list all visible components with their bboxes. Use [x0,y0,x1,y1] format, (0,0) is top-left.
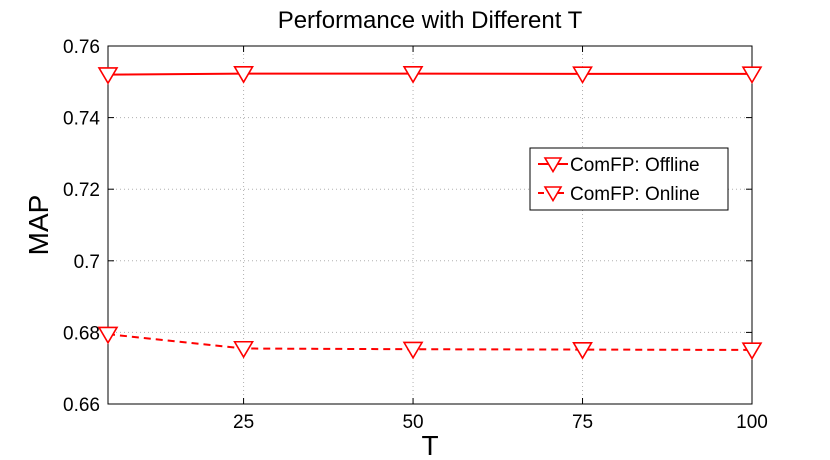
legend: ComFP: Offline ComFP: Online [529,147,729,211]
y-tick-label: 0.66 [63,395,100,416]
legend-box [529,147,729,211]
y-tick-label: 0.7 [74,252,100,273]
series-layer [97,66,763,361]
y-tick-label: 0.68 [63,323,100,344]
series-line [107,72,752,76]
legend-label: ComFP: Offline [570,155,700,176]
chart-title: Performance with Different T [278,7,583,34]
x-tick-label: 25 [233,412,254,433]
y-axis-label: MAP [23,195,54,256]
y-tick-label: 0.72 [63,180,100,201]
x-tick-label: 100 [736,412,768,433]
series-line [107,333,753,351]
data-point-marker [741,66,763,85]
data-point-marker [97,326,119,345]
data-point-marker [233,66,254,84]
data-point-marker [572,342,593,360]
x-axis-label: T [421,430,438,460]
data-point-marker [402,341,424,360]
legend-marker [543,186,563,203]
data-point-marker [402,66,424,84]
data-point-marker [741,342,763,361]
legend-label: ComFP: Online [570,184,700,205]
y-tick-label: 0.76 [63,37,100,58]
axis-ticks: 0.66 0.68 0.7 0.72 0.74 0.76 25 50 75 100 [63,37,768,433]
plot-frame [107,45,753,405]
data-point-marker [97,67,119,85]
legend-marker [543,157,563,174]
series-online [97,326,763,361]
x-tick-label: 75 [572,412,593,433]
data-point-marker [572,66,593,85]
x-tick-label: 50 [402,412,423,433]
data-point-marker [233,340,254,359]
series-offline [97,66,763,85]
y-tick-label: 0.74 [63,109,100,130]
grid-lines [108,46,752,404]
